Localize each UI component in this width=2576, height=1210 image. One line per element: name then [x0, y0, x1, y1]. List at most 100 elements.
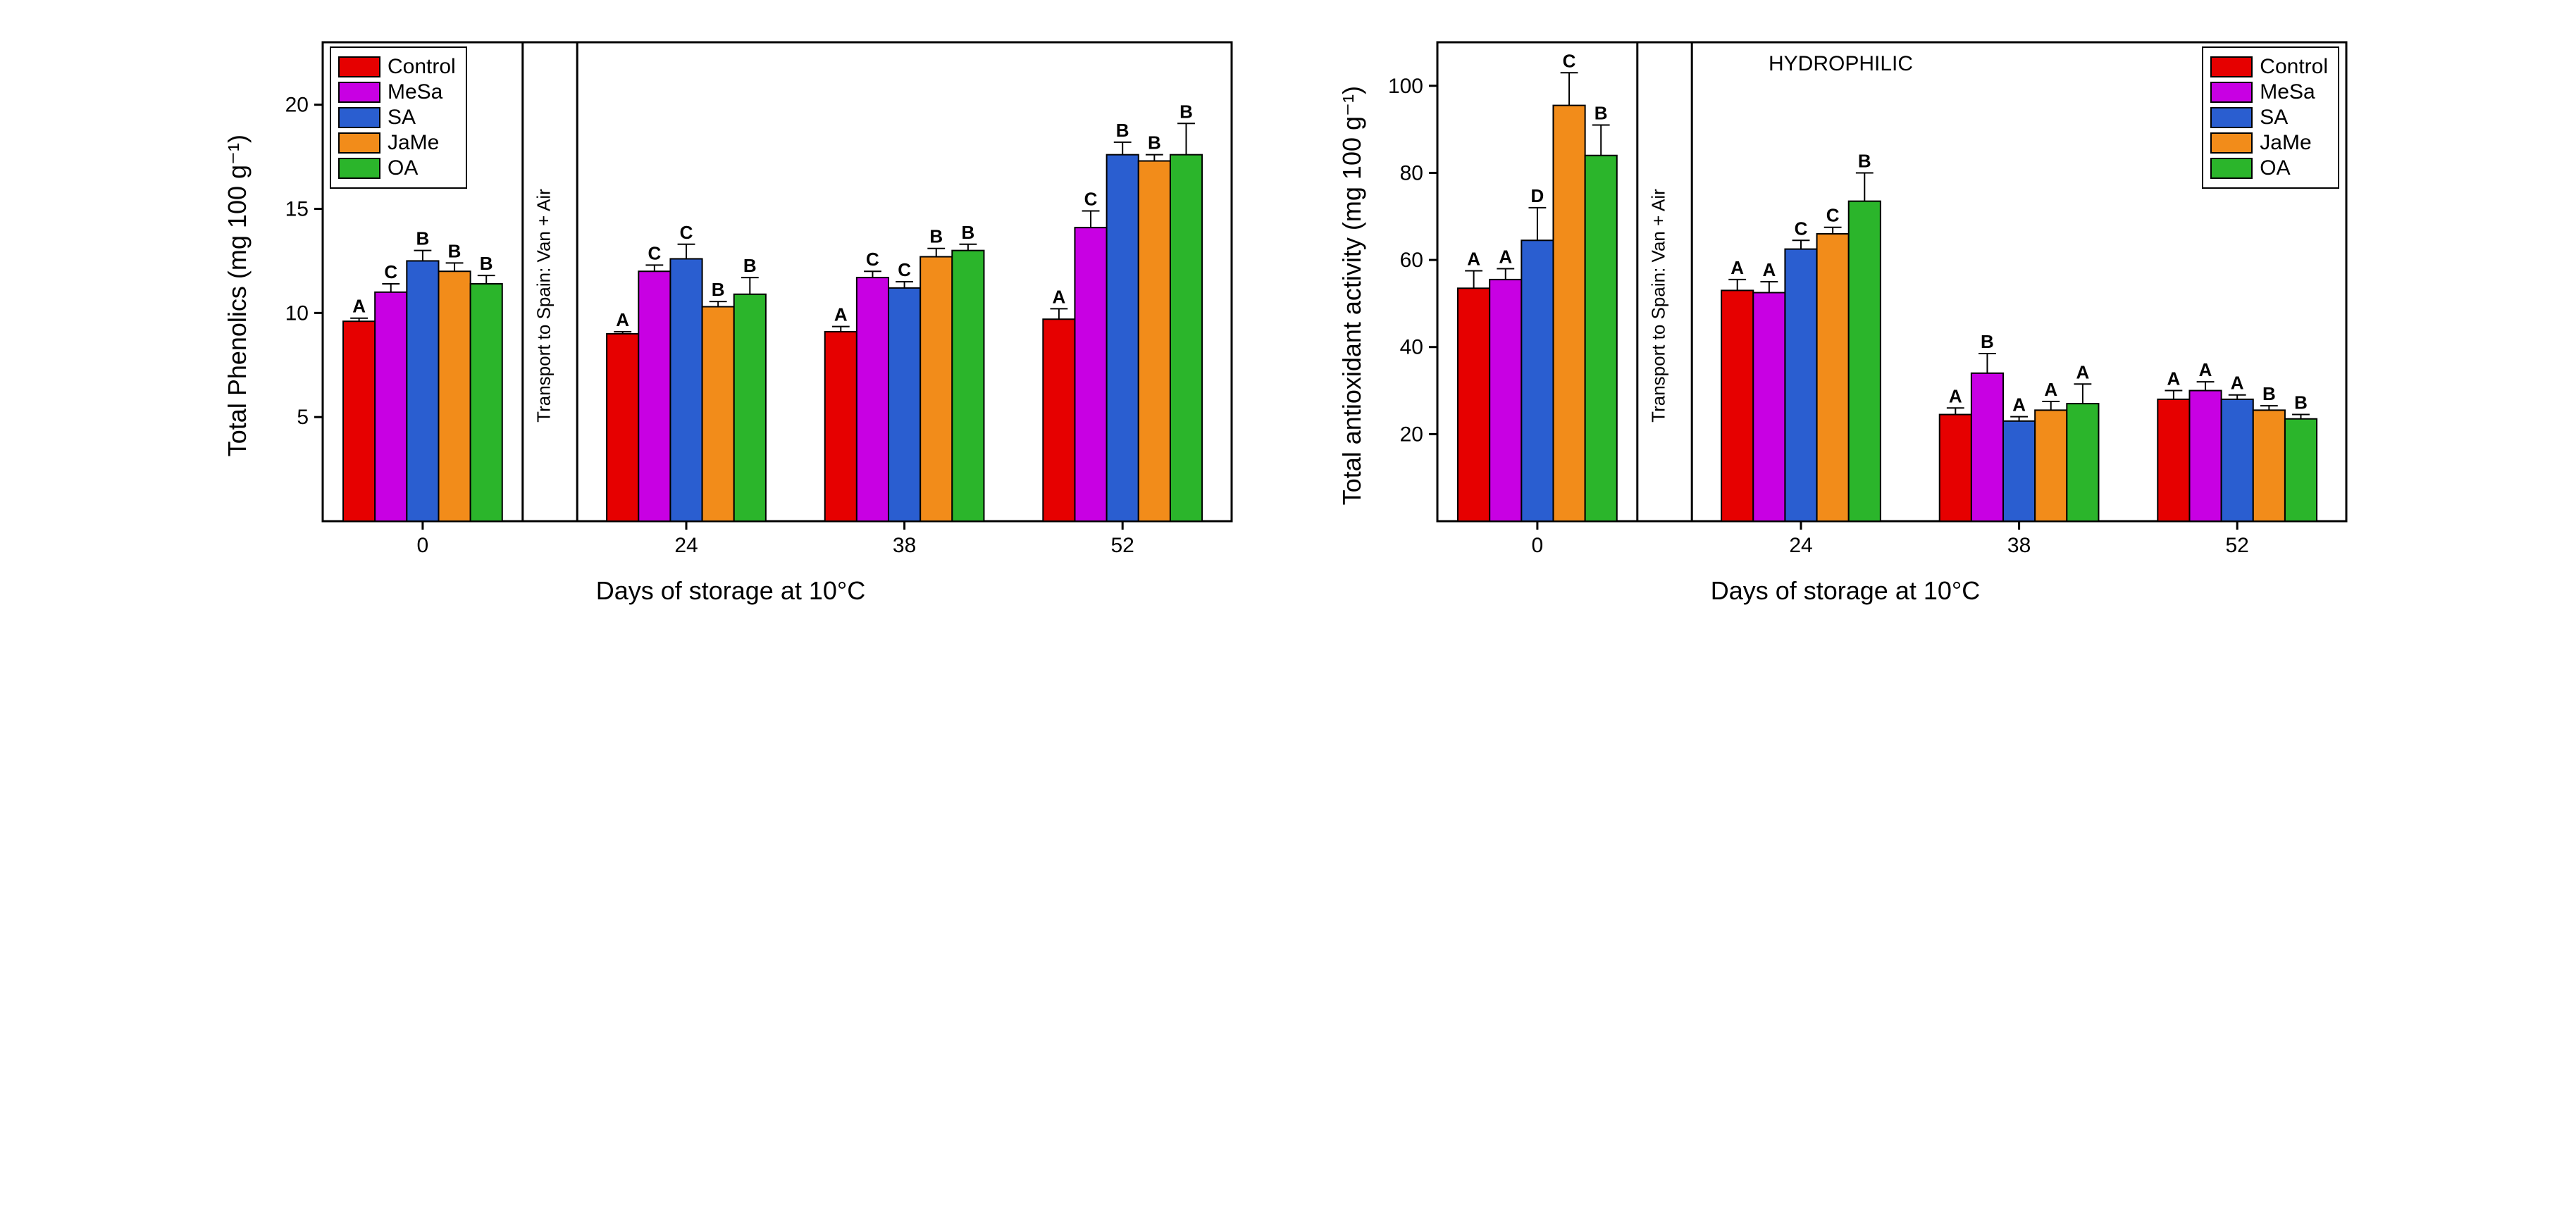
svg-text:A: A: [1730, 257, 1744, 278]
svg-text:B: B: [448, 240, 462, 261]
legend-swatch: [338, 158, 380, 179]
svg-text:A: A: [2199, 359, 2212, 380]
svg-text:B: B: [1858, 150, 1871, 171]
svg-text:40: 40: [1400, 336, 1423, 359]
svg-text:10: 10: [285, 301, 309, 325]
svg-text:A: A: [616, 309, 629, 330]
legend-item-oa: OA: [338, 156, 456, 180]
legend-label: JaMe: [2260, 131, 2311, 155]
legend-item-mesa: MeSa: [338, 80, 456, 104]
svg-text:C: C: [898, 259, 911, 280]
legend-swatch: [2210, 82, 2253, 103]
svg-text:A: A: [2076, 361, 2090, 382]
svg-text:C: C: [1826, 205, 1840, 226]
svg-text:A: A: [2012, 394, 2026, 416]
right-chart: Total antioxidant activity (mg 100 g⁻¹) …: [1330, 28, 2360, 606]
svg-text:D: D: [1531, 185, 1544, 206]
legend-label: Control: [388, 55, 456, 79]
page: Total Phenolics (mg 100 g⁻¹) ControlMeSa…: [0, 0, 2576, 634]
svg-text:A: A: [352, 296, 366, 317]
legend-item-jame: JaMe: [338, 131, 456, 155]
legend-item-sa: SA: [338, 106, 456, 130]
svg-text:B: B: [480, 253, 493, 274]
svg-text:B: B: [1179, 101, 1193, 122]
svg-text:C: C: [866, 249, 879, 270]
svg-text:A: A: [2044, 379, 2057, 400]
svg-text:24: 24: [674, 534, 698, 557]
svg-text:A: A: [2231, 373, 2244, 394]
svg-text:B: B: [1116, 120, 1129, 141]
svg-text:B: B: [743, 255, 757, 276]
legend-item-sa: SA: [2210, 106, 2328, 130]
svg-text:Transport to Spain: Van + Air: Transport to Spain: Van + Air: [1648, 189, 1669, 423]
svg-text:15: 15: [285, 198, 309, 221]
svg-text:B: B: [929, 226, 943, 247]
right-plot-container: HYDROPHILIC ControlMeSaSAJaMeOA Transpor…: [1374, 28, 2360, 563]
legend-label: OA: [2260, 156, 2290, 180]
legend-right: ControlMeSaSAJaMeOA: [2202, 46, 2339, 189]
svg-text:B: B: [2262, 383, 2276, 404]
legend-swatch: [338, 56, 380, 77]
svg-text:0: 0: [1532, 534, 1544, 557]
svg-text:B: B: [962, 222, 975, 243]
svg-text:0: 0: [417, 534, 429, 557]
svg-text:A: A: [1762, 259, 1776, 280]
legend-item-oa: OA: [2210, 156, 2328, 180]
svg-text:A: A: [1499, 246, 1512, 267]
legend-label: Control: [2260, 55, 2328, 79]
left-ylabel: Total Phenolics (mg 100 g⁻¹): [216, 135, 259, 456]
svg-text:52: 52: [1111, 534, 1134, 557]
legend-label: SA: [2260, 106, 2288, 130]
legend-swatch: [338, 82, 380, 103]
svg-text:B: B: [1594, 102, 1608, 123]
legend-item-control: Control: [2210, 55, 2328, 79]
svg-text:80: 80: [1400, 161, 1423, 185]
svg-text:38: 38: [893, 534, 916, 557]
svg-text:A: A: [1467, 249, 1480, 270]
svg-text:C: C: [680, 222, 693, 243]
legend-swatch: [338, 132, 380, 154]
legend-label: SA: [388, 106, 416, 130]
svg-text:5: 5: [297, 406, 309, 429]
svg-text:C: C: [1563, 50, 1576, 71]
right-ylabel: Total antioxidant activity (mg 100 g⁻¹): [1330, 86, 1374, 505]
svg-text:C: C: [648, 242, 661, 263]
left-plot-container: ControlMeSaSAJaMeOA Transport to Spain: …: [259, 28, 1246, 563]
svg-text:Transport to Spain: Van + Air: Transport to Spain: Van + Air: [533, 189, 555, 423]
svg-text:B: B: [1981, 331, 1994, 352]
svg-text:20: 20: [1400, 423, 1423, 446]
legend-label: JaMe: [388, 131, 439, 155]
svg-text:B: B: [712, 279, 725, 300]
legend-swatch: [2210, 132, 2253, 154]
legend-swatch: [2210, 56, 2253, 77]
right-xlabel: Days of storage at 10°C: [1711, 563, 1981, 606]
legend-item-control: Control: [338, 55, 456, 79]
legend-swatch: [338, 107, 380, 128]
svg-text:B: B: [2294, 392, 2308, 413]
svg-text:52: 52: [2226, 534, 2249, 557]
left-chart: Total Phenolics (mg 100 g⁻¹) ControlMeSa…: [216, 28, 1246, 606]
svg-text:A: A: [1053, 286, 1066, 307]
svg-text:C: C: [1084, 188, 1098, 209]
legend-item-jame: JaMe: [2210, 131, 2328, 155]
legend-label: MeSa: [2260, 80, 2315, 104]
svg-text:C: C: [384, 261, 397, 282]
left-chart-row: Total Phenolics (mg 100 g⁻¹) ControlMeSa…: [216, 28, 1246, 563]
legend-swatch: [2210, 107, 2253, 128]
svg-text:60: 60: [1400, 249, 1423, 272]
svg-text:A: A: [834, 304, 848, 325]
svg-text:24: 24: [1789, 534, 1812, 557]
right-chart-row: Total antioxidant activity (mg 100 g⁻¹) …: [1330, 28, 2360, 563]
svg-text:20: 20: [285, 94, 309, 117]
svg-text:100: 100: [1388, 75, 1423, 98]
legend-label: MeSa: [388, 80, 442, 104]
legend-item-mesa: MeSa: [2210, 80, 2328, 104]
svg-text:38: 38: [2007, 534, 2031, 557]
svg-text:C: C: [1795, 218, 1808, 239]
panel-title-hydrophilic: HYDROPHILIC: [1769, 52, 1913, 76]
svg-text:A: A: [1949, 385, 1962, 406]
svg-text:B: B: [416, 228, 430, 249]
legend-label: OA: [388, 156, 418, 180]
legend-left: ControlMeSaSAJaMeOA: [330, 46, 467, 189]
left-xlabel: Days of storage at 10°C: [596, 563, 866, 606]
